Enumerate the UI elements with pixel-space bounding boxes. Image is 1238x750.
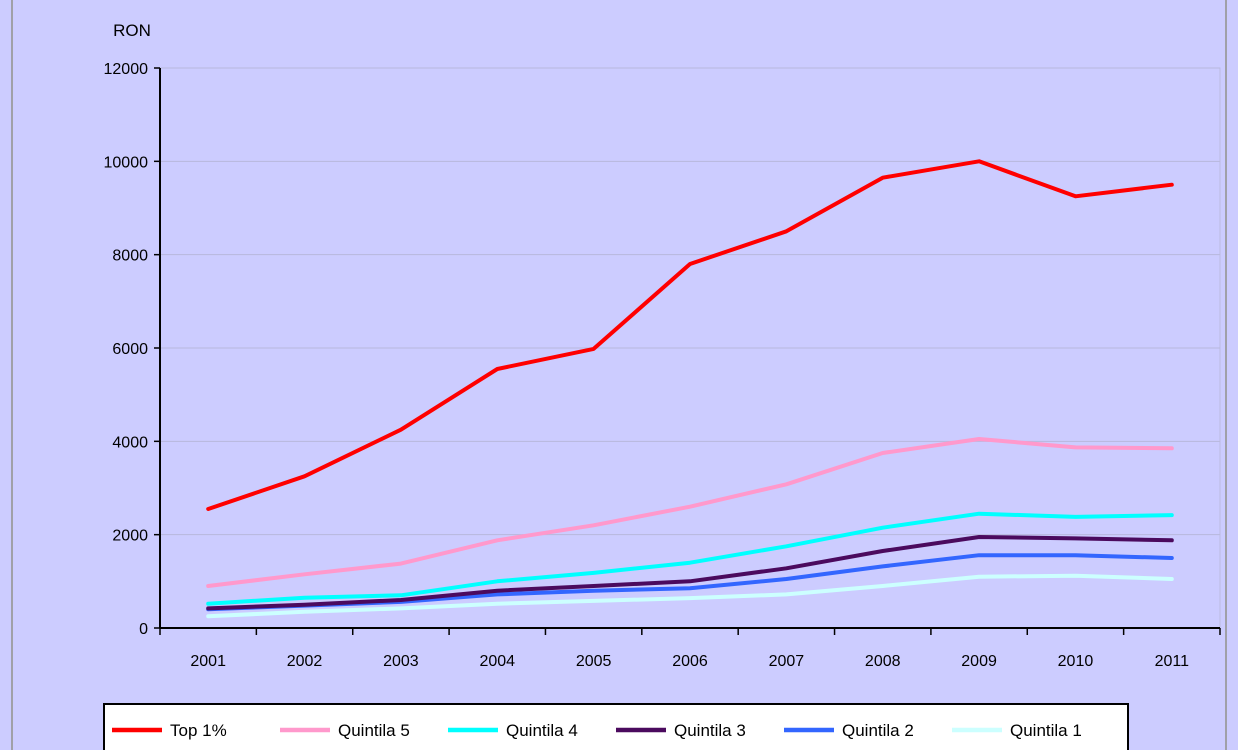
y-tick-label: 6000 [112, 341, 148, 358]
legend-label: Quintila 2 [842, 721, 914, 740]
x-tick-label: 2007 [769, 653, 805, 670]
y-tick-label: 10000 [104, 154, 149, 171]
y-tick-label: 2000 [112, 528, 148, 545]
series-line [206, 573, 1174, 619]
y-tick-label: 4000 [112, 434, 148, 451]
series-lines [206, 159, 1174, 619]
x-tick-label: 2003 [383, 653, 419, 670]
legend-label: Quintila 4 [506, 721, 578, 740]
y-tick-label: 0 [139, 621, 148, 638]
x-tick-label: 2005 [576, 653, 612, 670]
x-tick-labels: 2001 2002 2003 2004 2005 2006 2007 2008 2009 2010… [190, 653, 1189, 670]
series-line [206, 535, 1174, 611]
legend-label: Top 1% [170, 721, 227, 740]
legend-box [103, 703, 1129, 750]
series-line [206, 437, 1174, 588]
y-tick-label: 12000 [104, 61, 149, 78]
legend-label: Quintila 3 [674, 721, 746, 740]
x-tick-label: 2008 [865, 653, 901, 670]
x-tick-label: 2011 [1155, 653, 1190, 670]
x-tick-label: 2009 [961, 653, 997, 670]
x-tick-label: 2010 [1058, 653, 1094, 670]
x-tick-label: 2006 [672, 653, 708, 670]
series-line [206, 159, 1174, 511]
y-tick-labels: 0 2000 4000 6000 8000 10000 12000 [104, 61, 149, 638]
x-tick-label: 2004 [479, 653, 515, 670]
chart-border [11, 0, 1227, 750]
legend-items: Top 1% Quintila 5 Quintila 4 Quintila 3 Quin… [112, 721, 1082, 740]
grid-lines [160, 67, 1220, 536]
y-tick-label: 8000 [112, 248, 148, 265]
legend: Top 1% Quintila 5 Quintila 4 Quintila 3 Quin… [103, 703, 1129, 750]
legend-label: Quintila 1 [1010, 721, 1082, 740]
x-tick-label: 2001 [190, 653, 226, 670]
legend-label: Quintila 5 [338, 721, 410, 740]
y-axis-label: RON [113, 21, 151, 40]
axes [154, 67, 1221, 635]
x-tick-label: 2002 [287, 653, 323, 670]
series-line [206, 511, 1174, 606]
